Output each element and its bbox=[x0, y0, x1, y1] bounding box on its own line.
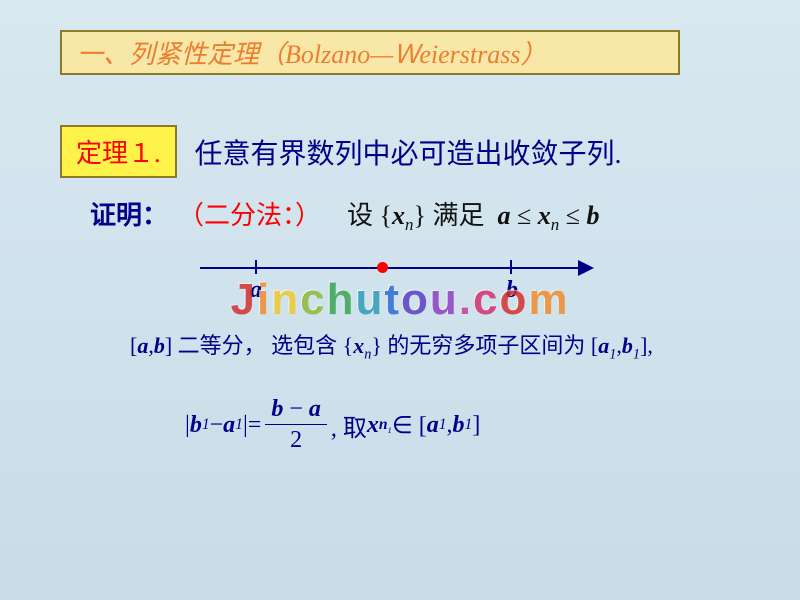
slide: 一、列紧性定理（Bolzano—Ｗeierstrass） 定理１. 任意有界数列… bbox=[0, 0, 800, 600]
eq-x: x bbox=[367, 412, 379, 439]
theorem-line: 定理１. 任意有界数列中必可造出收敛子列. bbox=[60, 125, 622, 178]
axis-arrow-icon bbox=[578, 260, 594, 276]
fn-a: a bbox=[309, 396, 321, 422]
axis-label-b: b bbox=[506, 277, 518, 304]
fn-min: − bbox=[283, 396, 309, 422]
assume-prefix: 设 bbox=[347, 201, 373, 230]
number-line: a b bbox=[200, 257, 600, 297]
frac-den: 2 bbox=[284, 425, 308, 456]
var-x: x bbox=[392, 201, 405, 230]
proof-assumption: 设 {xn} 满足 a ≤ xn ≤ b bbox=[347, 195, 599, 235]
eq-minus: − bbox=[210, 412, 224, 439]
tick-b bbox=[510, 260, 512, 274]
brace-r: } bbox=[413, 201, 425, 230]
b1-x: x bbox=[353, 333, 364, 358]
eq-sign: = bbox=[248, 412, 262, 439]
proof-method: （二分法：） bbox=[178, 195, 321, 232]
b1-b1: b bbox=[622, 333, 633, 358]
eq-xn: n bbox=[379, 416, 388, 433]
section-title-text: 一、列紧性定理（Bolzano—Ｗeierstrass） bbox=[77, 34, 546, 71]
fn-b: b bbox=[271, 396, 283, 422]
b1-a: a bbox=[137, 333, 148, 358]
axis-line bbox=[200, 267, 580, 269]
theorem-text: 任意有界数列中必可造出收敛子列. bbox=[195, 132, 622, 172]
ineq-a: a bbox=[497, 201, 510, 230]
b1-b1s: 1 bbox=[633, 346, 640, 362]
ineq-xsub: n bbox=[551, 215, 559, 234]
eq-ra1s: 1 bbox=[439, 416, 447, 434]
frac-num: b − a bbox=[265, 395, 327, 425]
tick-a bbox=[255, 260, 257, 274]
eq-xsub: n1 bbox=[379, 416, 392, 435]
eq-rb1: b bbox=[453, 412, 465, 439]
midpoint-dot-icon bbox=[377, 262, 388, 273]
ineq-x: x bbox=[538, 201, 551, 230]
eq-a1: a bbox=[223, 412, 235, 439]
ineq-b: b bbox=[587, 201, 600, 230]
fraction: b − a 2 bbox=[265, 395, 327, 456]
ineq-le2: ≤ bbox=[566, 201, 580, 230]
axis-label-a: a bbox=[250, 277, 262, 304]
b1-a1: a bbox=[598, 333, 609, 358]
proof-line: 证明： （二分法：） 设 {xn} 满足 a ≤ xn ≤ b bbox=[90, 195, 600, 235]
eq-b1: b bbox=[190, 412, 202, 439]
assume-mid: 满足 bbox=[432, 201, 484, 230]
bisect-description: [a,b] 二等分， 选包含 {xn} 的无穷多项子区间为 [a1,b1], bbox=[130, 328, 653, 363]
proof-label: 证明： bbox=[90, 195, 168, 232]
eq-comma: , 取 bbox=[331, 408, 367, 443]
b1-t3: } 的无穷多项子区间为 [ bbox=[371, 333, 598, 358]
theorem-label: 定理１. bbox=[60, 125, 177, 178]
ineq-le1: ≤ bbox=[517, 201, 531, 230]
brace-l: { bbox=[380, 201, 392, 230]
b1-b: b bbox=[154, 333, 165, 358]
b1-t2: ] 二等分， 选包含 { bbox=[165, 333, 353, 358]
eq-rb1s: 1 bbox=[465, 416, 473, 434]
b1-t4: ], bbox=[640, 333, 653, 358]
eq-a1s: 1 bbox=[235, 416, 243, 434]
eq-ra1: a bbox=[427, 412, 439, 439]
eq-b1s: 1 bbox=[202, 416, 210, 434]
eq-in: ∈ [ bbox=[392, 411, 427, 440]
section-title-box: 一、列紧性定理（Bolzano—Ｗeierstrass） bbox=[60, 30, 680, 75]
eq-end: ] bbox=[472, 412, 480, 439]
length-equation: |b1 − a1| = b − a 2 , 取 xn1 ∈ [a1,b1] bbox=[185, 395, 480, 456]
